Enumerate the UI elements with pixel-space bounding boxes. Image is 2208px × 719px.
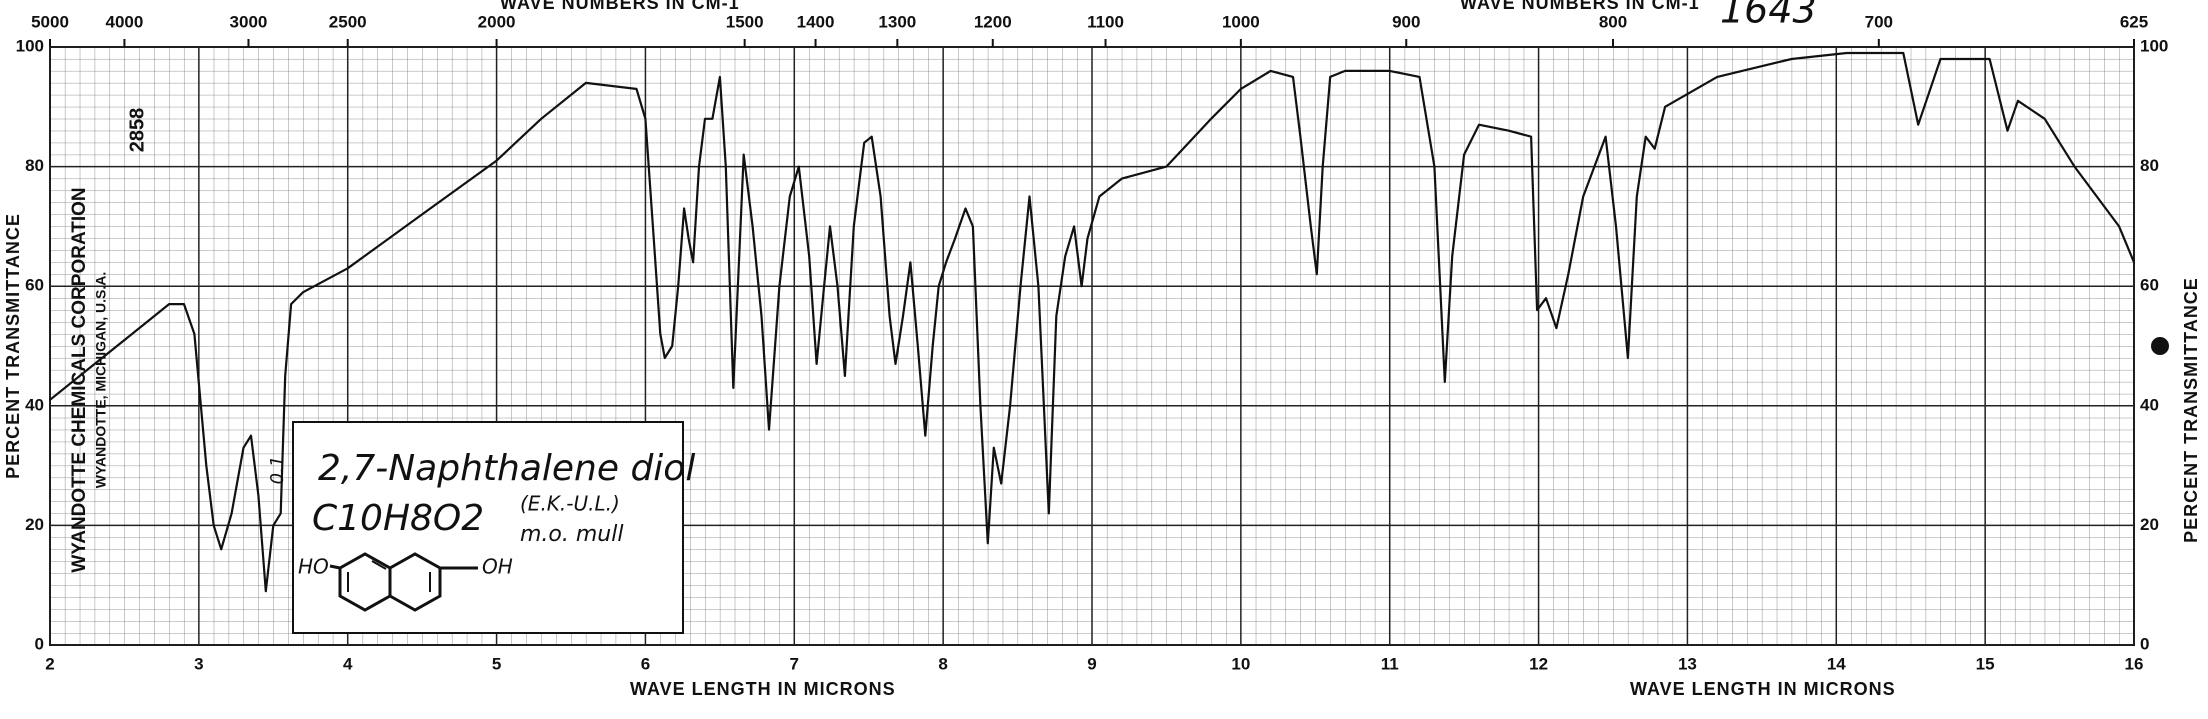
x-tick-label: 5 bbox=[492, 654, 501, 673]
sample-note: m.o. mull bbox=[520, 522, 623, 547]
y-tick-label: 40 bbox=[2140, 395, 2159, 414]
x-tick-label: 10 bbox=[1231, 654, 1250, 673]
x2-tick-label: 900 bbox=[1392, 12, 1420, 31]
x2-tick-label: 1400 bbox=[797, 12, 835, 31]
x-tick-label: 11 bbox=[1381, 654, 1399, 673]
structure-bonds bbox=[347, 560, 431, 592]
x2-tick-label: 800 bbox=[1599, 12, 1627, 31]
x2-axis-label: WAVE NUMBERS IN CM-1 bbox=[500, 0, 740, 13]
x-tick-label: 2 bbox=[45, 654, 54, 673]
structure-drawing bbox=[329, 552, 478, 612]
company-address: WYANDOTTE, MICHIGAN, U.S.A. bbox=[93, 272, 109, 489]
structure-label: OH bbox=[482, 555, 513, 579]
x2-tick-label: 4000 bbox=[106, 12, 144, 31]
compound-name: 2,7-Naphthalene diol bbox=[318, 448, 695, 489]
band-note: 0.1 bbox=[267, 456, 288, 485]
handwritten-number: 1643 bbox=[1720, 0, 1817, 32]
x-tick-label: 7 bbox=[790, 654, 799, 673]
x-tick-label: 3 bbox=[194, 654, 203, 673]
x-tick-label: 15 bbox=[1976, 654, 1995, 673]
y-tick-label: 60 bbox=[2140, 276, 2159, 295]
structure-label: HO bbox=[298, 555, 329, 579]
x-tick-label: 4 bbox=[343, 654, 353, 673]
x-tick-label: 14 bbox=[1827, 654, 1846, 673]
x-tick-label: 9 bbox=[1087, 654, 1096, 673]
company: WYANDOTTE CHEMICALS CORPORATION bbox=[69, 187, 90, 572]
y-tick-label: 80 bbox=[25, 156, 44, 175]
y-tick-label: 60 bbox=[25, 276, 44, 295]
spectrum-number: 2858 bbox=[126, 108, 148, 153]
y-tick-label: 80 bbox=[2140, 156, 2159, 175]
x2-tick-label: 5000 bbox=[31, 12, 69, 31]
x-tick-label: 13 bbox=[1678, 654, 1697, 673]
label-card bbox=[292, 421, 684, 634]
y-tick-label: 0 bbox=[2140, 634, 2149, 653]
x-tick-label: 6 bbox=[641, 654, 650, 673]
x2-tick-label: 1300 bbox=[878, 12, 916, 31]
x-tick-label: 8 bbox=[938, 654, 947, 673]
y-tick-label: 20 bbox=[2140, 515, 2159, 534]
x-axis-label: WAVE LENGTH IN MICRONS bbox=[630, 679, 896, 699]
x-tick-label: 16 bbox=[2125, 654, 2144, 673]
x2-tick-label: 3000 bbox=[230, 12, 268, 31]
x2-tick-label: 2500 bbox=[329, 12, 367, 31]
y-tick-label: 100 bbox=[16, 36, 44, 55]
spectrum-line bbox=[49, 51, 2136, 593]
annotation-box: 2,7-Naphthalene diol C10H8O2 (E.K.-U.L.)… bbox=[292, 421, 695, 634]
x2-tick-label: 1100 bbox=[1087, 12, 1124, 31]
x2-tick-label: 625 bbox=[2120, 12, 2148, 31]
x2-tick-label: 1000 bbox=[1222, 12, 1260, 31]
x2-tick-label: 2000 bbox=[478, 12, 516, 31]
source-note: (E.K.-U.L.) bbox=[520, 492, 620, 516]
y-tick-label: 100 bbox=[2140, 36, 2168, 55]
y-tick-label: 40 bbox=[25, 395, 44, 414]
x-axis-label: WAVE LENGTH IN MICRONS bbox=[1630, 679, 1896, 699]
y-axis-label: PERCENT TRANSMITTANCE bbox=[2181, 277, 2201, 543]
x-tick-label: 12 bbox=[1529, 654, 1548, 673]
formula: C10H8O2 bbox=[312, 498, 484, 539]
x2-tick-label: 1200 bbox=[974, 12, 1012, 31]
y-tick-label: 0 bbox=[35, 634, 44, 653]
y-axis-label: PERCENT TRANSMITTANCE bbox=[3, 213, 23, 479]
punch-hole bbox=[2151, 337, 2169, 355]
x2-axis-label: WAVE NUMBERS IN CM-1 bbox=[1460, 0, 1700, 13]
x2-tick-label: 700 bbox=[1865, 12, 1893, 31]
x2-tick-label: 1500 bbox=[726, 12, 764, 31]
y-tick-label: 20 bbox=[25, 515, 44, 534]
